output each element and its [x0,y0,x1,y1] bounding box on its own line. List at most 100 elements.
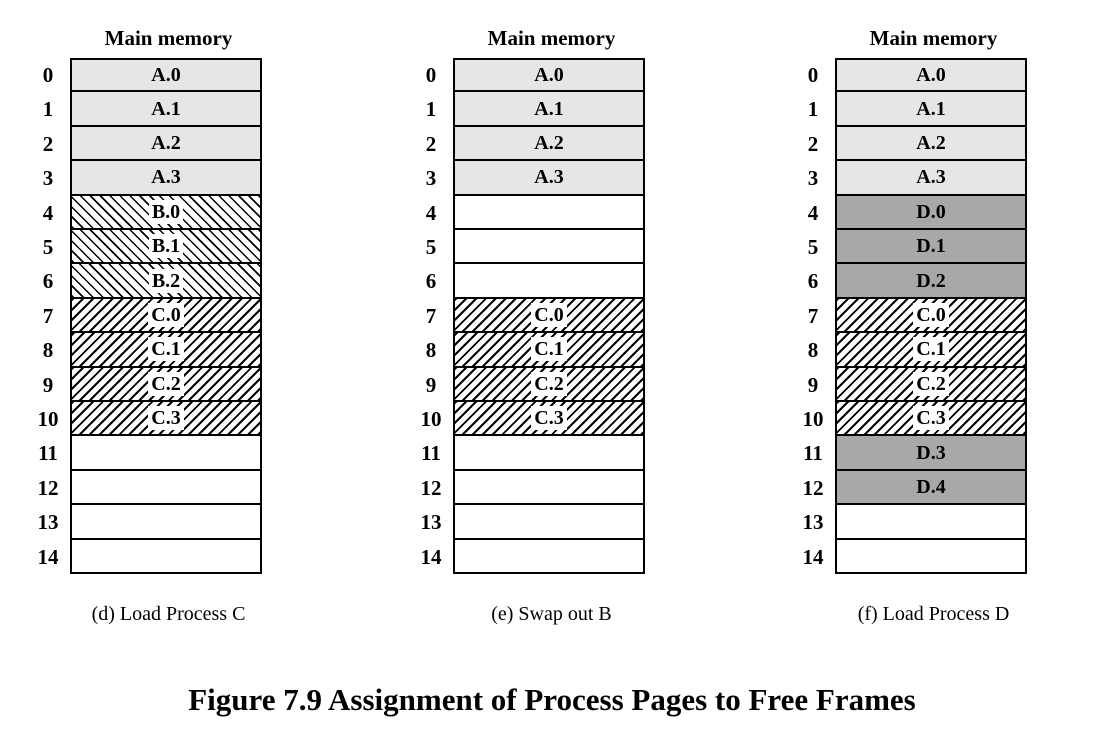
frame-number: 7 [42,303,54,328]
page-label: C.0 [148,302,184,327]
frame-number: 13 [420,510,442,535]
page-label: A.2 [151,131,181,154]
frame-row: 8 C.1 [793,333,1027,368]
frame-process-d: D.3 [835,436,1027,471]
page-label: C.0 [913,302,949,327]
frame-process-d: D.0 [835,195,1027,230]
frame-row: 4 [411,195,645,230]
frame-number: 1 [42,97,54,122]
frame-number: 0 [807,63,819,87]
panel-swap-out-b: Main memory 0 A.0 1 A.1 2 A.2 3 A.3 4 5 6 7 C.0 8 C.1 9… [411,0,651,640]
frame-row: 13 [28,505,262,540]
frame-row: 9 C.2 [28,367,262,402]
frame-process-a: A.3 [453,161,645,196]
frame-number: 4 [42,200,54,225]
frame-number: 4 [425,200,437,225]
frame-row: 11 [28,436,262,471]
frame-number: 6 [807,269,819,294]
frame-row: 11 D.3 [793,436,1027,471]
frame-number: 7 [425,303,437,328]
panel-caption: (e) Swap out B [491,603,612,625]
frame-row: 3 A.3 [28,161,262,196]
frame-free [453,230,645,265]
frame-row: 2 A.2 [411,126,645,162]
frame-row: 8 C.1 [28,333,262,368]
frame-row: 2 A.2 [28,126,262,162]
frame-free [70,505,262,540]
frame-row: 14 [793,539,1027,574]
frame-number: 1 [807,97,819,122]
frame-row: 5 [411,230,645,265]
page-label: C.1 [148,337,184,362]
panel-load-process-d: Main memory 0 A.0 1 A.1 2 A.2 3 A.3 4 D.0 5 D.1 6 D.2… [793,0,1033,640]
panel-title: Main memory [869,26,998,50]
frame-number: 6 [425,269,437,294]
frame-process-c: C.0 [70,298,262,334]
frame-number: 5 [42,235,54,259]
frame-free [453,470,645,506]
frame-number: 11 [803,441,823,466]
frame-row: 11 [411,436,645,471]
page-label: A.1 [534,97,564,120]
frame-number: 13 [37,510,59,535]
frame-number: 1 [425,97,437,122]
frame-number: 14 [420,544,442,569]
frame-process-c: C.3 [835,402,1027,437]
page-label: C.2 [913,371,949,396]
frame-process-a: A.2 [453,126,645,162]
frame-row: 12 [411,470,645,506]
panel-title: Main memory [487,26,616,50]
frame-free [453,539,645,574]
frame-number: 13 [802,510,824,535]
frame-row: 14 [28,539,262,574]
frame-row: 10 C.3 [793,402,1027,437]
frame-process-c: C.1 [835,333,1027,368]
frame-process-c: C.0 [453,298,645,334]
frame-row: 5 B.1 [28,230,262,265]
frame-row: 13 [793,505,1027,540]
frame-row: 3 A.3 [793,161,1027,196]
frame-row: 12 [28,470,262,506]
panel-caption: (f) Load Process D [857,603,1010,625]
frame-row: 6 D.2 [793,264,1027,299]
page-label: C.0 [531,302,567,327]
frame-process-c: C.1 [70,333,262,368]
frame-number: 9 [42,372,54,397]
frame-number: 14 [37,544,59,569]
page-label: C.3 [913,406,949,431]
figure-caption: Figure 7.9 Assignment of Process Pages t… [188,682,916,717]
frame-number: 6 [42,269,54,294]
frame-free [70,539,262,574]
frame-row: 7 C.0 [411,298,645,334]
frame-number: 10 [420,407,442,431]
frame-number: 0 [42,63,54,87]
frame-free [70,470,262,506]
page-label: C.1 [913,337,949,362]
frame-free [453,436,645,471]
frame-number: 5 [425,235,437,259]
frame-number: 5 [807,235,819,259]
frame-number: 9 [425,372,437,397]
frame-process-a: A.1 [70,92,262,127]
frame-process-a: A.3 [70,161,262,196]
page-label: A.3 [534,166,564,189]
frame-process-a: A.1 [835,92,1027,127]
frame-row: 12 D.4 [793,470,1027,506]
panel-caption: (d) Load Process C [91,603,246,625]
frame-number: 4 [807,200,819,225]
frame-number: 3 [807,166,819,191]
page-label: A.0 [534,64,564,87]
page-label: D.0 [916,200,946,223]
page-label: A.2 [534,131,564,154]
frame-row: 5 D.1 [793,230,1027,265]
frame-number: 12 [802,475,824,500]
frame-process-a: A.0 [453,58,645,93]
frame-process-b: B.0 [70,195,262,230]
page-label: A.3 [916,166,946,189]
frame-number: 11 [421,441,441,466]
page-label: C.3 [148,406,184,431]
frame-row: 8 C.1 [411,333,645,368]
frame-row: 2 A.2 [793,126,1027,162]
frame-row: 0 A.0 [28,58,262,93]
frame-number: 2 [807,131,819,156]
